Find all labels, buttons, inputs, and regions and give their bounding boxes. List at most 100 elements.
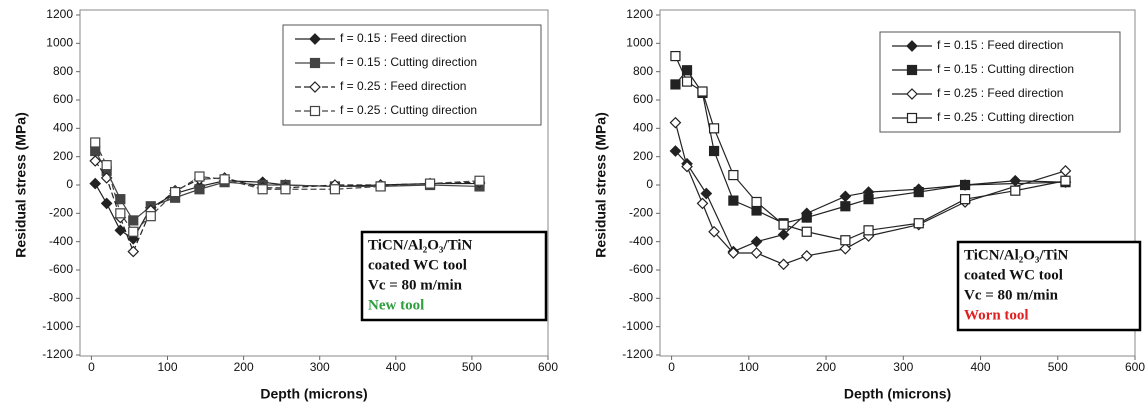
marker <box>90 137 101 148</box>
marker <box>728 195 739 206</box>
y-tick-label: -400 <box>49 234 73 248</box>
legend-label: f = 0.15 : Feed direction <box>340 31 466 45</box>
marker <box>700 187 713 200</box>
marker <box>115 194 126 205</box>
x-tick-label: 300 <box>310 360 330 374</box>
legend-label: f = 0.25 : Feed direction <box>340 79 466 93</box>
legend-box <box>879 31 1121 133</box>
y-tick-label: -800 <box>49 291 73 305</box>
x-tick-label: 100 <box>739 360 759 374</box>
marker <box>670 50 681 62</box>
annotation-line: TiCN/Al₂O₃/TiN <box>964 247 1068 263</box>
x-tick-label: 600 <box>1125 360 1145 374</box>
marker <box>474 175 485 186</box>
series-line <box>94 160 480 254</box>
marker <box>906 88 918 100</box>
x-tick-label: 200 <box>234 360 254 374</box>
marker <box>309 81 321 93</box>
legend-label: f = 0.15 : Cutting direction <box>937 62 1074 76</box>
legend-label: f = 0.25 : Cutting direction <box>340 103 477 117</box>
x-tick-label: 300 <box>893 360 913 374</box>
x-tick-label: 500 <box>1048 360 1068 374</box>
marker <box>708 145 720 157</box>
marker <box>906 64 918 76</box>
marker <box>906 40 918 52</box>
marker <box>1010 185 1021 196</box>
marker <box>90 145 101 157</box>
marker <box>1059 164 1072 177</box>
annotation-line: TiCN/Al₂O₃/TiN <box>368 237 472 253</box>
legend-box <box>282 24 542 126</box>
marker <box>101 160 112 171</box>
marker <box>375 181 386 192</box>
y-tick-label: 1000 <box>46 36 73 50</box>
x-tick-label: 200 <box>816 360 836 374</box>
marker <box>280 184 291 195</box>
marker <box>863 194 874 205</box>
chart-panel: -1200 -1000 -800 -600 -400 -200 0 200 400 600 800 1… <box>593 7 1146 402</box>
marker <box>145 211 156 222</box>
y-tick-label: -800 <box>629 291 653 305</box>
marker <box>727 247 740 259</box>
annotation-box <box>956 240 1142 332</box>
marker <box>959 194 971 205</box>
plot-frame <box>79 9 549 357</box>
x-axis-label: Depth (microns) <box>260 386 367 402</box>
marker <box>128 215 139 226</box>
x-tick-label: 0 <box>88 360 95 374</box>
marker <box>309 105 321 117</box>
y-tick-label: 200 <box>633 149 653 163</box>
marker <box>801 226 812 237</box>
marker <box>840 201 851 212</box>
marker <box>839 190 852 203</box>
y-tick-label: 1000 <box>626 36 653 50</box>
marker <box>751 196 762 208</box>
y-tick-label: 0 <box>66 177 73 191</box>
marker <box>777 258 790 271</box>
legend-label: f = 0.15 : Feed direction <box>937 38 1063 52</box>
y-tick-label: 400 <box>53 121 73 135</box>
marker <box>959 179 971 191</box>
marker <box>115 208 126 219</box>
legend-label: f = 0.25 : Feed direction <box>937 86 1063 100</box>
y-tick-label: 600 <box>53 92 73 106</box>
marker <box>839 242 852 255</box>
marker <box>750 235 763 248</box>
marker <box>329 184 341 195</box>
y-tick-label: -1200 <box>42 347 73 361</box>
marker <box>801 212 812 223</box>
marker <box>194 184 205 195</box>
x-tick-label: 100 <box>157 360 177 374</box>
annotation-line: Vc = 80 m/min <box>368 277 463 293</box>
chart-panel: -1200 -1000 -800 -600 -400 -200 0 200 400 600 800 1… <box>13 7 559 402</box>
marker <box>89 155 102 167</box>
annotation-note: New tool <box>368 297 424 313</box>
x-tick-label: 400 <box>971 360 991 374</box>
y-tick-label: -400 <box>629 234 653 248</box>
annotation-box <box>360 230 548 322</box>
annotation-line: coated WC tool <box>368 257 467 273</box>
y-tick-label: -1200 <box>622 347 653 361</box>
marker <box>114 224 127 237</box>
legend-label: f = 0.15 : Cutting direction <box>340 55 477 69</box>
marker <box>309 33 321 45</box>
y-axis-label: Residual stress (MPa) <box>593 112 609 258</box>
marker <box>170 186 181 198</box>
marker <box>728 169 739 181</box>
marker <box>696 197 709 210</box>
marker <box>669 145 682 157</box>
marker <box>257 184 268 195</box>
marker <box>219 174 230 185</box>
marker <box>681 76 693 87</box>
marker <box>670 79 681 90</box>
annotation-line: coated WC tool <box>964 267 1063 283</box>
x-tick-label: 400 <box>386 360 406 374</box>
y-tick-label: 800 <box>633 64 653 78</box>
marker <box>1060 175 1071 186</box>
legend-label: f = 0.25 : Cutting direction <box>937 110 1074 124</box>
y-tick-label: -1000 <box>42 319 73 333</box>
marker <box>708 225 720 238</box>
marker <box>89 177 102 190</box>
